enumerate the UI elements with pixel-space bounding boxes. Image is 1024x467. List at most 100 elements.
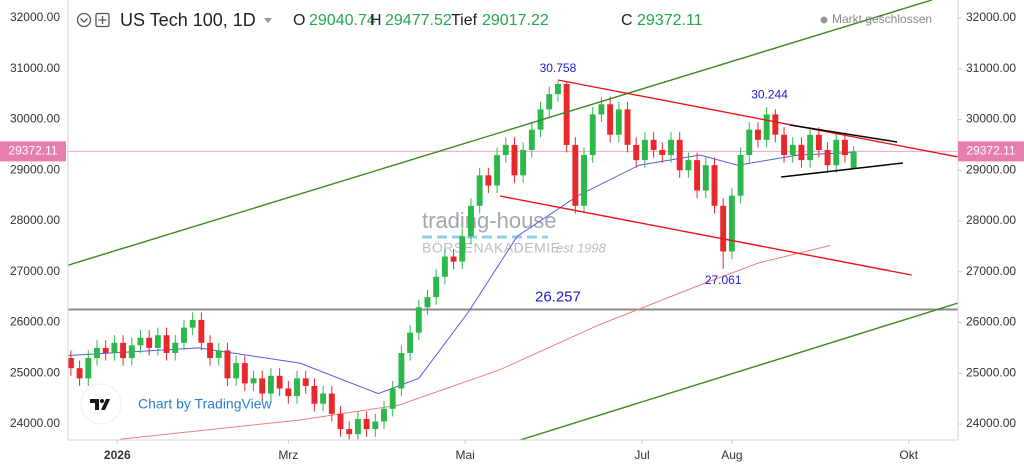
- x-tick-label: Okt: [899, 448, 918, 462]
- attribution-text[interactable]: Chart by TradingView: [138, 396, 272, 412]
- candle-body: [259, 378, 266, 394]
- watermark-subtitle: BÖRSENAKADEMIE: [422, 239, 560, 256]
- annotation: 30.244: [751, 87, 788, 101]
- candle-body: [711, 165, 718, 206]
- price-box-label: 29372.11: [966, 144, 1015, 158]
- collapse-icon[interactable]: [76, 12, 92, 28]
- candle-body: [85, 358, 92, 379]
- y-tick-label: 27000.00: [10, 264, 60, 278]
- candle-body: [772, 114, 779, 135]
- candle-body: [781, 134, 788, 156]
- x-tick-label: 2026: [104, 448, 131, 462]
- candle-body: [415, 307, 422, 333]
- candle-body: [441, 256, 448, 277]
- candle-body: [76, 368, 83, 379]
- candle-body: [476, 175, 483, 206]
- collapse-icon-arrow: [80, 18, 88, 23]
- candle-body: [224, 350, 231, 379]
- compare-icon[interactable]: [95, 12, 110, 28]
- status-dot: [820, 16, 828, 24]
- candle-body: [111, 342, 118, 353]
- candle-body: [572, 144, 579, 206]
- y-tick-label: 30000.00: [10, 112, 60, 126]
- ohlc-label: Tief: [451, 12, 478, 29]
- candle-body: [668, 139, 674, 156]
- y-tick-label: 28000.00: [10, 213, 60, 227]
- candle-body: [607, 104, 614, 135]
- candle-body: [720, 205, 727, 252]
- candle-body: [755, 129, 761, 140]
- candle-body: [163, 335, 170, 353]
- y-tick-label: 32000.00: [966, 10, 1016, 24]
- ohlc-label: C: [621, 12, 633, 29]
- candle-body: [459, 236, 466, 262]
- y-tick-label: 32000.00: [10, 10, 60, 24]
- watermark-est: est 1998: [556, 240, 607, 255]
- x-tick-label: Jul: [634, 448, 649, 462]
- annotation: 26.257: [535, 288, 581, 305]
- y-tick-label: 29000.00: [966, 162, 1016, 176]
- ohlc-value: 29477.52: [385, 12, 452, 29]
- candle-body: [302, 378, 309, 386]
- ohlc-value: 29372.11: [637, 12, 703, 29]
- candle-body: [650, 139, 657, 150]
- y-tick-label: 29000.00: [10, 162, 60, 176]
- logo-dot: [100, 399, 104, 403]
- y-tick-label: 28000.00: [966, 213, 1016, 227]
- candle-body: [702, 165, 709, 191]
- y-tick-label: 25000.00: [10, 365, 60, 379]
- watermark: trading-house BÖRSENAKADEMIE est 1998: [422, 208, 607, 256]
- candle-body: [354, 418, 361, 435]
- candle-body: [233, 363, 240, 379]
- candle-body: [389, 388, 396, 409]
- trendline: [68, 0, 933, 266]
- candle-body: [337, 413, 344, 430]
- candle-body: [276, 375, 283, 389]
- x-tick-label: Mai: [455, 448, 474, 462]
- candle-body: [494, 155, 501, 186]
- candle-body: [815, 134, 822, 150]
- candle-body: [346, 429, 353, 435]
- y-tick-label: 24000.00: [10, 416, 60, 430]
- candle-body: [485, 175, 492, 186]
- candle-body: [789, 144, 796, 156]
- y-tick-label: 26000.00: [10, 315, 60, 329]
- x-tick-label: Aug: [721, 448, 742, 462]
- candle-body: [189, 319, 196, 328]
- symbol-menu-arrow[interactable]: [264, 18, 272, 23]
- market-status: Markt geschlossen: [832, 12, 932, 26]
- y-tick-label: 25000.00: [966, 365, 1016, 379]
- header: US Tech 100, 1D O 29040.74 H 29477.52 Ti…: [76, 10, 932, 30]
- candle-body: [250, 378, 257, 384]
- candle-body: [372, 421, 379, 430]
- candle-body: [181, 327, 187, 343]
- candle-body: [311, 385, 318, 404]
- symbol-title[interactable]: US Tech 100, 1D: [120, 10, 256, 30]
- attribution[interactable]: Chart by TradingView: [80, 383, 272, 425]
- candle-body: [128, 345, 135, 359]
- candle-body: [320, 393, 327, 404]
- candle-body: [728, 195, 735, 252]
- candle-body: [146, 337, 153, 348]
- candle-body: [685, 160, 692, 171]
- trendline: [557, 79, 958, 158]
- candle-body: [450, 256, 457, 262]
- candle-body: [398, 352, 405, 389]
- trendline: [789, 124, 898, 143]
- y-tick-label: 30000.00: [966, 112, 1016, 126]
- price-box: [0, 141, 66, 162]
- candle-body: [807, 134, 814, 161]
- candle-body: [763, 114, 770, 140]
- y-tick-label: 24000.00: [966, 416, 1016, 430]
- candle-body: [468, 205, 474, 237]
- axes: 24000.00 24000.00 25000.00 25000.00 26000.00…: [10, 0, 1016, 462]
- marks: [68, 0, 958, 440]
- candle-body: [589, 114, 596, 156]
- candle-body: [850, 151, 857, 169]
- candle-body: [172, 342, 179, 353]
- ohlc-value: 29040.74: [309, 12, 376, 29]
- candle-body: [120, 342, 127, 359]
- moving-average: [120, 244, 831, 440]
- logo-circle: [80, 383, 122, 425]
